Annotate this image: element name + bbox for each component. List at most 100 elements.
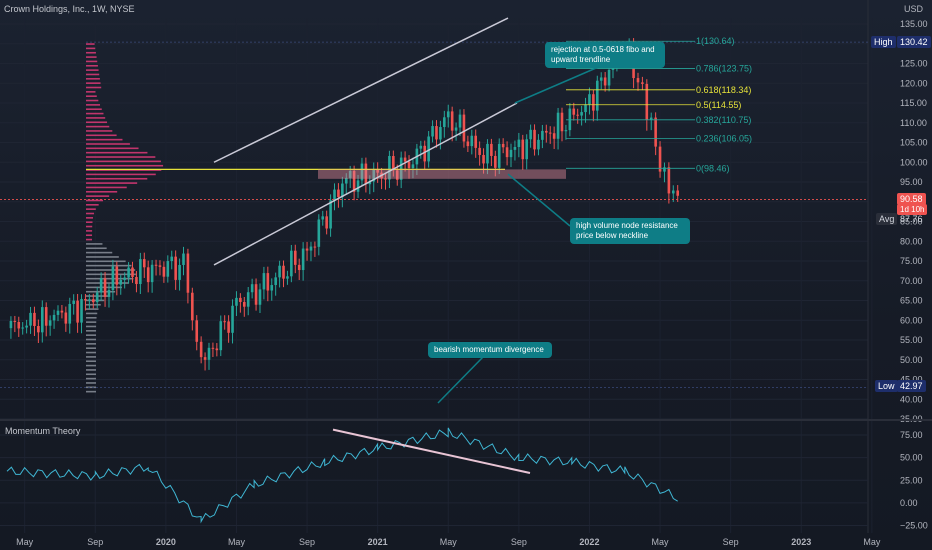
volume-profile-bar	[86, 195, 110, 197]
volume-profile-bar	[86, 56, 97, 58]
candle-body	[372, 168, 376, 182]
candle-body	[162, 266, 166, 277]
candle-body	[178, 264, 181, 280]
volume-profile-bar	[86, 143, 130, 145]
price-tick-label: 95.00	[900, 177, 923, 187]
price-tick-label: 40.00	[900, 394, 923, 404]
candle-body	[119, 279, 123, 285]
candle-body	[186, 253, 190, 293]
candle-body	[395, 170, 399, 180]
candle-body	[274, 277, 277, 286]
candle-body	[501, 143, 505, 148]
candle-body	[595, 80, 599, 111]
volume-profile-bar	[86, 117, 106, 119]
candle-body	[242, 301, 246, 307]
candle-body	[60, 310, 64, 313]
candle-body	[21, 327, 24, 329]
candle-body	[154, 264, 158, 266]
candle-body	[290, 250, 293, 277]
volume-profile-bar	[86, 251, 113, 254]
volume-profile-bar	[86, 273, 136, 276]
volume-profile-bar	[86, 225, 93, 228]
fib-level-label: 1(130.64)	[696, 36, 735, 46]
annotation-volume-node[interactable]: high volume node resistance price below …	[570, 218, 690, 244]
candle-body	[364, 163, 368, 185]
high-label-tag: High	[871, 36, 896, 48]
candle-body	[517, 139, 521, 148]
candle-body	[191, 292, 194, 321]
candle-body	[146, 267, 150, 283]
candle-body	[258, 289, 262, 305]
candle-body	[509, 149, 513, 158]
candle-body	[603, 77, 607, 86]
volume-profile-bar	[86, 316, 97, 319]
candle-body	[360, 163, 364, 181]
time-tick-label: May	[228, 537, 246, 547]
volume-profile-bar	[86, 269, 136, 271]
candle-body	[541, 130, 544, 140]
volume-profile-bar	[86, 377, 96, 380]
candle-body	[76, 300, 79, 323]
volume-profile-bar	[86, 151, 148, 154]
candle-body	[443, 117, 446, 128]
volume-profile-bar	[86, 173, 156, 176]
annotation-divergence[interactable]: bearish momentum divergence	[428, 342, 552, 358]
annotation-pointer	[507, 173, 571, 227]
candle-body	[458, 114, 462, 128]
candle-body	[91, 299, 95, 303]
candle-body	[435, 126, 438, 140]
candle-body	[454, 127, 458, 131]
price-tick-label: 135.00	[900, 19, 928, 29]
candle-body	[388, 156, 391, 180]
volume-profile-bar	[86, 112, 104, 115]
volume-profile-bar	[86, 190, 118, 193]
candle-body	[207, 347, 211, 360]
candle-body	[667, 167, 671, 194]
price-tick-label: 80.00	[900, 236, 923, 246]
candle-body	[427, 136, 430, 162]
price-tick-label: 105.00	[900, 138, 928, 148]
candle-body	[564, 130, 568, 132]
candle-body	[344, 177, 348, 184]
annotation-rejection[interactable]: rejection at 0.5-0618 fibo and upward tr…	[545, 42, 665, 68]
volume-profile-bar	[86, 351, 97, 354]
volume-profile-bar	[86, 247, 107, 250]
candle-body	[521, 139, 525, 160]
candle-body	[99, 278, 103, 293]
candle-body	[676, 190, 679, 196]
candle-body	[497, 143, 501, 168]
candle-body	[466, 141, 470, 147]
candle-body	[548, 132, 552, 134]
volume-profile-bar	[86, 256, 119, 258]
time-tick-label: 2020	[156, 537, 176, 547]
candle-body	[348, 170, 352, 178]
candle-body	[411, 164, 415, 169]
fib-level-label: 0.382(110.75)	[696, 115, 751, 125]
candle-body	[556, 112, 560, 139]
volume-profile-bar	[86, 338, 97, 341]
candle-body	[195, 320, 199, 342]
candle-body	[131, 267, 134, 277]
candle-body	[592, 94, 595, 111]
candle-body	[450, 111, 454, 131]
volume-profile-bar	[86, 360, 96, 363]
candle-body	[227, 321, 230, 333]
candle-body	[537, 139, 540, 150]
volume-profile-bar	[86, 343, 97, 345]
volume-profile-bar	[86, 134, 117, 137]
lower-trendline	[213, 102, 518, 266]
candle-body	[533, 129, 536, 150]
candle-body	[215, 348, 219, 351]
candle-body	[392, 156, 395, 171]
candle-body	[223, 321, 226, 323]
candle-body	[158, 265, 162, 267]
volume-profile-bar	[86, 390, 96, 393]
candle-body	[419, 145, 423, 149]
candle-body	[33, 312, 36, 326]
momentum-tick-label: 75.00	[900, 430, 923, 440]
time-tick-label: 2021	[368, 537, 388, 547]
price-tick-label: 75.00	[900, 256, 923, 266]
candle-body	[293, 250, 297, 265]
volume-profile-bar	[86, 60, 98, 63]
